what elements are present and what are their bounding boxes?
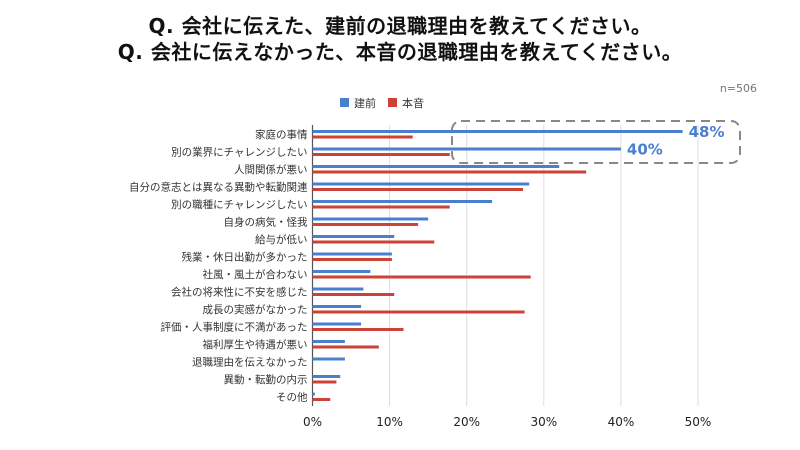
x-tick-label: 40% [608,415,635,429]
bar-honne [312,240,435,244]
legend-label-tatemae: 建前 [354,96,376,110]
category-label: 福利厚生や待遇が悪い [203,338,308,351]
x-tick-label: 0% [303,415,322,429]
bar-tatemae [312,252,392,256]
bar-honne [312,188,523,191]
category-label: 残業・休日出勤が多かった [182,251,308,264]
sample-size: n=506 [720,82,757,95]
bar-tatemae [312,147,621,151]
legend-swatch-honne [388,98,397,107]
bar-tatemae [312,287,364,291]
bar-honne [312,275,531,279]
x-tick-label: 20% [453,415,480,429]
bar-tatemae [312,392,315,396]
bar-tatemae [312,217,429,221]
bar-honne [312,153,450,156]
bar-honne [312,345,379,349]
bar-honne [312,135,413,139]
bar-tatemae [312,235,395,238]
bar-honne [312,310,525,314]
x-tick-label: 50% [685,415,712,429]
bar-tatemae [312,182,530,186]
bar-tatemae [312,200,493,203]
bar-tatemae [312,322,362,326]
legend-swatch-tatemae [340,98,349,107]
category-label: 社風・風土が合わない [203,268,308,281]
bar-tatemae [312,340,345,343]
bar-tatemae [312,305,362,308]
category-label: 退職理由を伝えなかった [192,356,308,369]
bar-value-annotation: 48% [689,123,725,141]
category-label: 評価・人事制度に不満があった [161,321,308,334]
bar-honne [312,293,395,296]
bar-honne [312,398,331,401]
category-label: 人間関係が悪い [234,163,308,176]
category-label: 自身の病気・怪我 [224,216,308,229]
bar-tatemae [312,357,345,361]
bar-tatemae [312,270,371,273]
category-label: 自分の意志とは異なる異動や転勤関連 [129,181,308,194]
category-label: 別の業界にチャレンジしたい [171,146,307,159]
chart-title-line1: Q. 会社に伝えた、建前の退職理由を教えてください。 [148,14,652,38]
category-label: 給与が低い [255,233,308,246]
legend: 建前 本音 [340,96,424,110]
bar-tatemae [312,165,560,168]
bar-honne [312,328,404,331]
category-label: 成長の実感がなかった [203,303,308,316]
bar-honne [312,258,392,261]
bar-value-annotation: 40% [627,141,663,159]
bar-honne [312,170,587,174]
category-label: 異動・転勤の内示 [224,373,308,386]
category-label: 会社の将来性に不安を感じた [171,286,308,299]
bar-tatemae [312,375,341,378]
bar-honne [312,380,337,384]
bar-tatemae [312,130,683,133]
bar-honne [312,223,419,226]
chart-title-line2: Q. 会社に伝えなかった、本音の退職理由を教えてください。 [117,40,683,64]
category-label: その他 [276,391,308,404]
legend-label-honne: 本音 [402,96,424,110]
x-tick-label: 10% [376,415,403,429]
x-tick-label: 30% [530,415,557,429]
bar-honne [312,205,450,209]
highlight-box [451,120,741,164]
category-label: 別の職種にチャレンジしたい [171,198,307,211]
category-label: 家庭の事情 [255,128,308,141]
